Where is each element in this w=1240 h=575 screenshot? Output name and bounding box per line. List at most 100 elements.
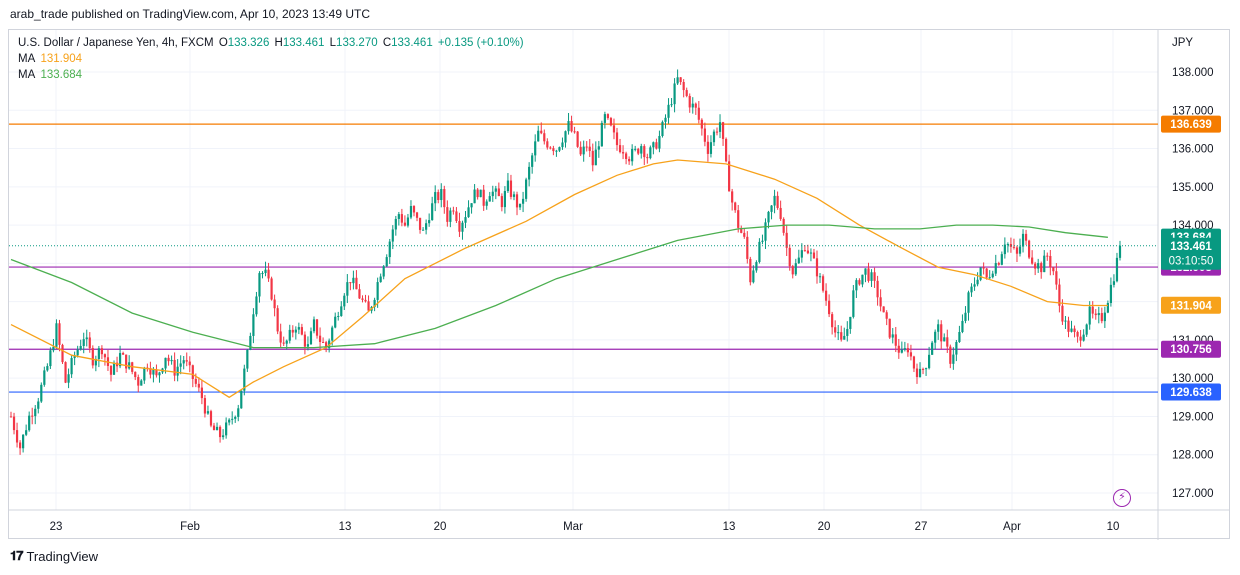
- candles: [9, 69, 1122, 455]
- candle-body: [621, 152, 625, 154]
- candle-body: [337, 315, 340, 317]
- candle-body: [931, 342, 934, 355]
- low-label: L: [329, 37, 337, 49]
- price-tag-bg: [1161, 340, 1221, 358]
- candle-body: [473, 189, 476, 204]
- candle-body: [670, 104, 673, 106]
- candle-body: [625, 153, 628, 160]
- x-tick-label: 20: [434, 521, 447, 533]
- candle-body: [461, 222, 464, 232]
- y-tick-label: 136.000: [1172, 144, 1214, 156]
- candle-body: [531, 155, 534, 167]
- price-tag-bg: [1161, 383, 1221, 401]
- candle-body: [212, 425, 216, 431]
- candle-body: [209, 411, 213, 426]
- y-tick-label: 128.000: [1172, 450, 1214, 462]
- candle-body: [640, 146, 643, 154]
- candle-body: [215, 426, 219, 431]
- candle-body: [785, 232, 788, 248]
- candle-body: [991, 273, 994, 278]
- candle-body: [418, 217, 422, 230]
- close-label: C: [382, 37, 392, 49]
- candle-body: [1021, 233, 1025, 247]
- candle-body: [715, 131, 719, 133]
- candle-body: [961, 320, 964, 333]
- candle-body: [1088, 306, 1091, 325]
- candle-body: [437, 192, 440, 201]
- candle-body: [794, 263, 797, 275]
- candle-body: [88, 337, 91, 349]
- candle-body: [409, 206, 413, 218]
- candle-body: [240, 390, 243, 409]
- publisher-note: arab_trade published on TradingView.com,…: [10, 7, 371, 21]
- legend-row-ma-slow: MA 133.684: [18, 67, 526, 83]
- candle-body: [543, 133, 546, 142]
- price-tag-label: 133.461: [1170, 241, 1212, 253]
- candle-body: [1094, 313, 1097, 316]
- brand-name: TradingView: [26, 548, 99, 564]
- candle-body: [25, 430, 28, 435]
- candle-body: [346, 282, 349, 296]
- candle-body: [1031, 257, 1034, 264]
- candle-body: [1097, 313, 1100, 316]
- candle-body: [134, 371, 137, 378]
- candle-body: [1079, 336, 1082, 341]
- candle-body: [791, 266, 794, 275]
- candle-body: [921, 368, 925, 370]
- candle-body: [918, 368, 922, 378]
- candle-body: [425, 223, 428, 230]
- candle-body: [349, 282, 352, 284]
- candle-body: [1100, 313, 1103, 322]
- candle-body: [252, 314, 255, 336]
- candle-body: [573, 131, 576, 133]
- candle-body: [152, 369, 155, 375]
- candle-body: [628, 159, 631, 162]
- candle-body: [400, 214, 403, 223]
- symbol-title: U.S. Dollar / Japanese Yen, 4h, FXCM: [18, 37, 214, 49]
- candle-body: [255, 296, 258, 315]
- candle-body: [864, 268, 867, 275]
- candle-body: [937, 324, 940, 332]
- ma-fast-label: MA: [18, 53, 36, 65]
- candle-body: [467, 207, 470, 218]
- candle-body: [149, 368, 152, 375]
- candle-body: [1076, 332, 1079, 337]
- x-tick-label: 27: [915, 521, 928, 533]
- price-tag-label: 136.639: [1170, 119, 1212, 131]
- candle-body: [594, 149, 597, 166]
- candle-body: [476, 189, 479, 198]
- ma-slow-value: 133.684: [40, 69, 83, 81]
- candle-body: [537, 130, 540, 142]
- candle-body: [500, 196, 503, 208]
- open-label: O: [218, 37, 228, 49]
- lightning-icon[interactable]: ⚡: [1113, 489, 1131, 507]
- candle-body: [343, 295, 346, 307]
- candle-body: [128, 362, 131, 369]
- candle-body: [685, 90, 688, 96]
- high-value: 133.461: [282, 37, 325, 49]
- horizontal-levels: [9, 123, 1158, 393]
- candle-body: [549, 147, 552, 149]
- candle-body: [203, 398, 207, 414]
- candle-body: [325, 342, 328, 349]
- candle-body: [673, 83, 676, 105]
- candle-body: [682, 81, 685, 91]
- candle-body: [285, 340, 288, 344]
- candle-body: [597, 146, 600, 150]
- candle-body: [1061, 305, 1064, 322]
- candle-body: [528, 166, 531, 180]
- candle-body: [1006, 244, 1009, 246]
- candle-body: [291, 329, 294, 333]
- candle-body: [222, 435, 225, 438]
- candle-body: [485, 201, 488, 206]
- legend-row-symbol: U.S. Dollar / Japanese Yen, 4h, FXCM O 13…: [18, 35, 526, 51]
- candle-body: [352, 277, 355, 284]
- candle-body: [776, 195, 779, 208]
- candle-body: [340, 306, 343, 316]
- candle-body: [770, 205, 773, 212]
- y-tick-label: 127.000: [1172, 488, 1214, 500]
- candle-body: [900, 349, 903, 353]
- candle-body: [564, 131, 567, 143]
- candle-body: [852, 290, 855, 317]
